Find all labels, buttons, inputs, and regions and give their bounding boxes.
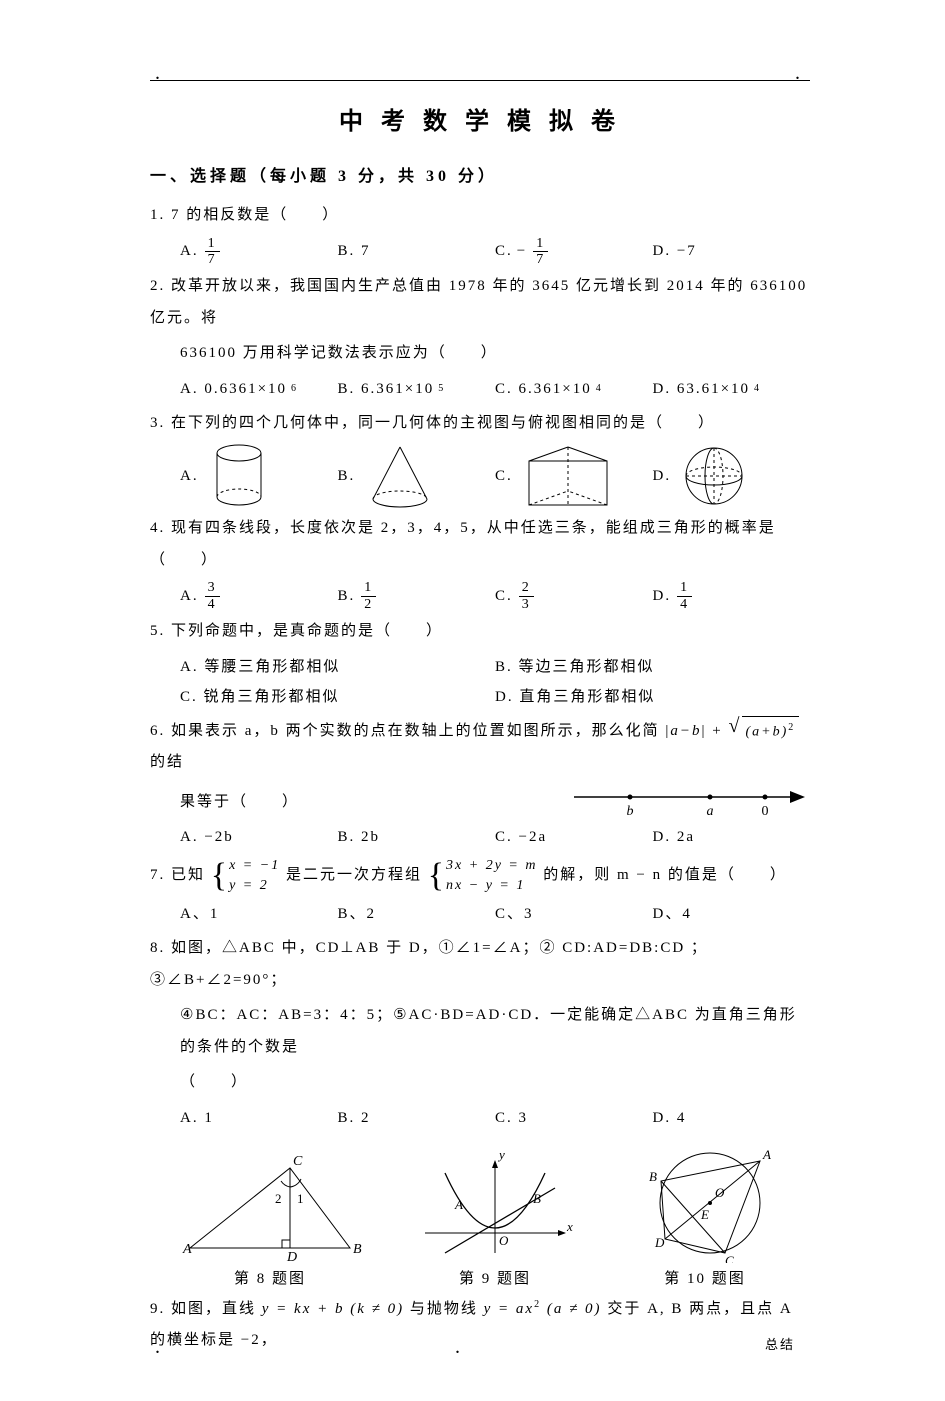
q7-optC: C、3 <box>495 899 653 929</box>
q1-optB: B. 7 <box>338 236 496 268</box>
q3-stem: 3. 在下列的四个几何体中，同一几何体的主视图与俯视图相同的是（ ） <box>150 408 810 440</box>
q2-options: A. 0.6361×106 B. 6.361×105 C. 6.361×104 … <box>150 374 810 404</box>
q8-optC: C. 3 <box>495 1103 653 1133</box>
svg-text:A: A <box>182 1242 192 1257</box>
q3-optC: C. <box>495 443 653 509</box>
q4-optC: C. 23 <box>495 580 653 612</box>
svg-text:D: D <box>286 1250 297 1263</box>
svg-text:x: x <box>566 1219 573 1234</box>
q1-optC: C. − 17 <box>495 236 653 268</box>
q5-optA: A. 等腰三角形都相似 <box>180 652 495 682</box>
corner-dot: . <box>155 62 160 85</box>
svg-text:2: 2 <box>275 1191 282 1206</box>
section-heading: 一、选择题（每小题 3 分，共 30 分） <box>150 162 810 186</box>
q7-optA: A、1 <box>180 899 338 929</box>
q2-optB: B. 6.361×105 <box>338 374 496 404</box>
q8-optD: D. 4 <box>653 1103 811 1133</box>
top-rule <box>150 80 810 81</box>
figures-row: A B C D 2 1 第 8 题图 y x O A <box>150 1143 810 1288</box>
q4-options: A. 34 B. 12 C. 23 D. 14 <box>150 580 810 612</box>
svg-text:B: B <box>353 1242 362 1257</box>
q6-options: A. −2b B. 2b C. −2a D. 2a <box>150 822 810 852</box>
svg-text:E: E <box>700 1207 709 1222</box>
q8-l2: ④BC：AC：AB=3：4：5；⑤AC·BD=AD·CD．一定能确定△ABC 为… <box>150 1000 810 1063</box>
prism-icon <box>523 443 613 509</box>
svg-text:A: A <box>762 1147 771 1162</box>
svg-text:C: C <box>725 1253 734 1263</box>
q2-optD: D. 63.61×104 <box>653 374 811 404</box>
cylinder-icon <box>209 443 269 509</box>
triangle-fig8-icon: A B C D 2 1 <box>175 1153 365 1263</box>
q2-optC: C. 6.361×104 <box>495 374 653 404</box>
svg-text:C: C <box>293 1154 303 1169</box>
q7-stem: 7. 已知 {x = −1y = 2 是二元一次方程组 {3x + 2y = m… <box>150 856 810 895</box>
q9-stem: 9. 如图，直线 y = kx + b (k ≠ 0) 与抛物线 y = ax2… <box>150 1294 810 1357</box>
fig10-caption: 第 10 题图 <box>664 1267 746 1288</box>
svg-text:D: D <box>654 1235 665 1250</box>
svg-text:B: B <box>533 1191 541 1206</box>
fig8-caption: 第 8 题图 <box>234 1267 306 1288</box>
q3-optD: D. <box>653 443 811 509</box>
q5-stem: 5. 下列命题中，是真命题的是（ ） <box>150 616 810 648</box>
cone-icon <box>365 443 435 509</box>
sphere-icon <box>681 443 747 509</box>
q8-options: A. 1 B. 2 C. 3 D. 4 <box>150 1103 810 1133</box>
svg-text:B: B <box>649 1169 657 1184</box>
page: . . 中 考 数 学 模 拟 卷 一、选择题（每小题 3 分，共 30 分） … <box>0 0 945 1401</box>
q4-optB: B. 12 <box>338 580 496 612</box>
q1-optD: D. −7 <box>653 236 811 268</box>
q4-optD: D. 14 <box>653 580 811 612</box>
corner-dot: . <box>155 1336 160 1359</box>
q7-optB: B、2 <box>338 899 496 929</box>
number-line-icon: b a 0 <box>570 785 810 819</box>
svg-text:O: O <box>499 1233 509 1248</box>
nl-0: 0 <box>762 804 769 819</box>
nl-a: a <box>707 804 714 819</box>
q2-optA: A. 0.6361×106 <box>180 374 338 404</box>
q2-l2: 636100 万用科学记数法表示应为（ ） <box>150 338 810 370</box>
q6-l1: 6. 如果表示 a，b 两个实数的点在数轴上的位置如图所示，那么化简 |a−b|… <box>150 716 810 779</box>
q7-options: A、1 B、2 C、3 D、4 <box>150 899 810 929</box>
corner-dot: . <box>795 62 800 85</box>
fig10: A B D C O E 第 10 题图 <box>625 1143 785 1288</box>
q6-optC: C. −2a <box>495 822 653 852</box>
svg-text:A: A <box>454 1197 463 1212</box>
parabola-fig9-icon: y x O A B <box>415 1153 575 1263</box>
nl-b: b <box>627 804 634 819</box>
corner-dot: . <box>455 1336 460 1359</box>
fig9-caption: 第 9 题图 <box>459 1267 531 1288</box>
q1-options: A. 17 B. 7 C. − 17 D. −7 <box>150 236 810 268</box>
q5-optC: C. 锐角三角形都相似 <box>180 682 495 712</box>
q6-optD: D. 2a <box>653 822 811 852</box>
q4-stem: 4. 现有四条线段，长度依次是 2，3，4，5，从中任选三条，能组成三角形的概率… <box>150 513 810 576</box>
q1-optA: A. 17 <box>180 236 338 268</box>
fig8: A B C D 2 1 第 8 题图 <box>175 1153 365 1288</box>
q5-optD: D. 直角三角形都相似 <box>495 682 810 712</box>
q6-optB: B. 2b <box>338 822 496 852</box>
q8-l1: 8. 如图，△ABC 中，CD⊥AB 于 D，①∠1=∠A；② CD:AD=DB… <box>150 933 810 996</box>
q8-l3: （ ） <box>150 1067 810 1099</box>
q3-options: A. B. C. <box>150 443 810 509</box>
q6-optA: A. −2b <box>180 822 338 852</box>
q1-stem: 1. 7 的相反数是（ ） <box>150 200 810 232</box>
svg-text:y: y <box>497 1153 505 1162</box>
q4-optA: A. 34 <box>180 580 338 612</box>
q3-optA: A. <box>180 443 338 509</box>
q7-optD: D、4 <box>653 899 811 929</box>
q8-optB: B. 2 <box>338 1103 496 1133</box>
q5-optB: B. 等边三角形都相似 <box>495 652 810 682</box>
svg-text:1: 1 <box>297 1191 304 1206</box>
q8-optA: A. 1 <box>180 1103 338 1133</box>
page-title: 中 考 数 学 模 拟 卷 <box>150 101 810 136</box>
circle-fig10-icon: A B D C O E <box>625 1143 785 1263</box>
q5-options: A. 等腰三角形都相似 B. 等边三角形都相似 C. 锐角三角形都相似 D. 直… <box>150 652 810 712</box>
fig9: y x O A B 第 9 题图 <box>415 1153 575 1288</box>
svg-text:O: O <box>715 1185 725 1200</box>
q3-optB: B. <box>338 443 496 509</box>
q2-l1: 2. 改革开放以来，我国国内生产总值由 1978 年的 3645 亿元增长到 2… <box>150 271 810 334</box>
